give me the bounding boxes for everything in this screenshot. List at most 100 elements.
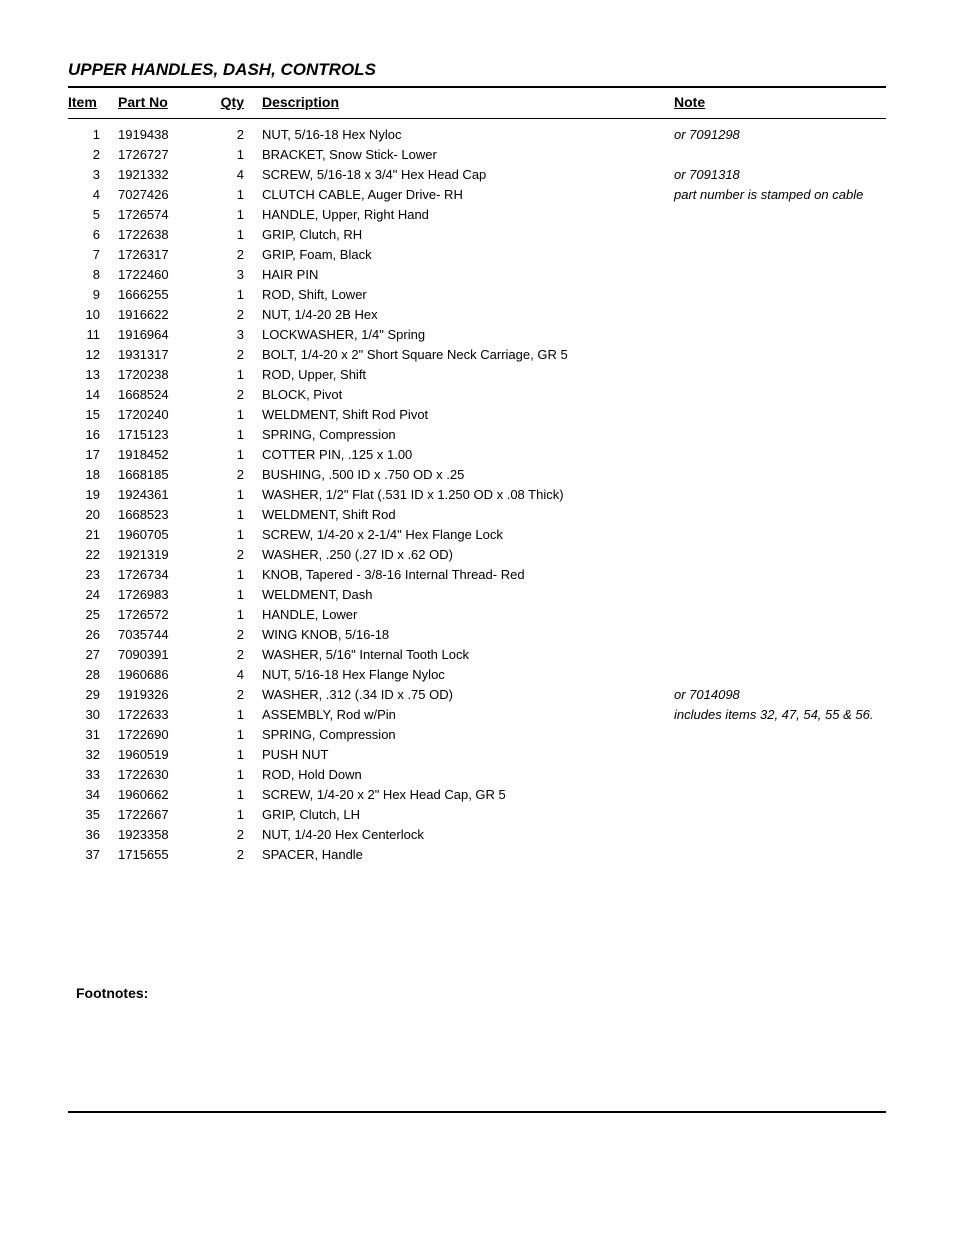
cell-note [674,385,886,405]
cell-partno: 1722460 [118,265,214,285]
cell-partno: 7027426 [118,185,214,205]
cell-description: SCREW, 5/16-18 x 3/4" Hex Head Cap [262,165,674,185]
cell-item: 4 [68,185,118,205]
cell-note [674,545,886,565]
cell-note [674,425,886,445]
cell-note [674,365,886,385]
header-description: Description [262,92,674,119]
cell-description: ROD, Shift, Lower [262,285,674,305]
cell-partno: 1726734 [118,565,214,585]
cell-item: 17 [68,445,118,465]
cell-qty: 1 [214,705,262,725]
table-row: 2670357442WING KNOB, 5/16-18 [68,625,886,645]
table-row: 1816681852BUSHING, .500 ID x .750 OD x .… [68,465,886,485]
footnotes-label: Footnotes: [76,985,886,1001]
cell-qty: 1 [214,605,262,625]
cell-note [674,145,886,165]
cell-description: ROD, Upper, Shift [262,365,674,385]
cell-partno: 1726317 [118,245,214,265]
cell-item: 2 [68,145,118,165]
cell-partno: 1715655 [118,845,214,865]
cell-qty: 1 [214,745,262,765]
cell-partno: 1919326 [118,685,214,705]
cell-qty: 4 [214,165,262,185]
cell-note [674,805,886,825]
cell-qty: 1 [214,585,262,605]
header-partno: Part No [118,92,214,119]
cell-note [674,765,886,785]
cell-partno: 1921319 [118,545,214,565]
cell-partno: 1921332 [118,165,214,185]
cell-item: 28 [68,665,118,685]
table-row: 1219313172BOLT, 1/4-20 x 2" Short Square… [68,345,886,365]
cell-note [674,285,886,305]
cell-partno: 1960705 [118,525,214,545]
cell-partno: 1960686 [118,665,214,685]
table-row: 2417269831WELDMENT, Dash [68,585,886,605]
cell-partno: 1916622 [118,305,214,325]
cell-item: 22 [68,545,118,565]
cell-qty: 3 [214,265,262,285]
cell-item: 30 [68,705,118,725]
cell-note [674,605,886,625]
cell-item: 25 [68,605,118,625]
cell-qty: 1 [214,225,262,245]
table-row: 2919193262WASHER, .312 (.34 ID x .75 OD)… [68,685,886,705]
table-row: 3317226301ROD, Hold Down [68,765,886,785]
cell-qty: 2 [214,345,262,365]
header-item: Item [68,92,118,119]
cell-note: includes items 32, 47, 54, 55 & 56. [674,705,886,725]
table-row: 2219213192WASHER, .250 (.27 ID x .62 OD) [68,545,886,565]
cell-note [674,505,886,525]
cell-description: WASHER, 5/16" Internal Tooth Lock [262,645,674,665]
cell-qty: 1 [214,765,262,785]
cell-item: 11 [68,325,118,345]
cell-partno: 1960519 [118,745,214,765]
table-row: 1517202401WELDMENT, Shift Rod Pivot [68,405,886,425]
cell-description: SPRING, Compression [262,725,674,745]
cell-item: 24 [68,585,118,605]
cell-partno: 1722638 [118,225,214,245]
cell-partno: 1668524 [118,385,214,405]
cell-partno: 1726983 [118,585,214,605]
cell-note [674,465,886,485]
table-row: 717263172GRIP, Foam, Black [68,245,886,265]
cell-description: WELDMENT, Dash [262,585,674,605]
cell-item: 26 [68,625,118,645]
cell-partno: 1726727 [118,145,214,165]
cell-qty: 1 [214,485,262,505]
cell-item: 37 [68,845,118,865]
cell-qty: 2 [214,845,262,865]
cell-description: NUT, 5/16-18 Hex Nyloc [262,125,674,145]
cell-qty: 2 [214,645,262,665]
cell-description: SPACER, Handle [262,845,674,865]
cell-qty: 1 [214,805,262,825]
header-note: Note [674,92,886,119]
parts-table: Item Part No Qty Description Note 119194… [68,92,886,865]
cell-description: NUT, 1/4-20 Hex Centerlock [262,825,674,845]
table-row: 3419606621SCREW, 1/4-20 x 2" Hex Head Ca… [68,785,886,805]
cell-qty: 1 [214,285,262,305]
cell-partno: 1919438 [118,125,214,145]
cell-description: PUSH NUT [262,745,674,765]
cell-note [674,785,886,805]
cell-qty: 1 [214,405,262,425]
cell-description: KNOB, Tapered - 3/8-16 Internal Thread- … [262,565,674,585]
cell-note [674,745,886,765]
cell-note [674,205,886,225]
cell-item: 10 [68,305,118,325]
cell-description: WELDMENT, Shift Rod Pivot [262,405,674,425]
cell-note [674,445,886,465]
cell-note: part number is stamped on cable [674,185,886,205]
cell-item: 19 [68,485,118,505]
cell-partno: 7090391 [118,645,214,665]
table-row: 3517226671GRIP, Clutch, LH [68,805,886,825]
table-row: 2770903912WASHER, 5/16" Internal Tooth L… [68,645,886,665]
cell-description: HANDLE, Upper, Right Hand [262,205,674,225]
cell-description: CLUTCH CABLE, Auger Drive- RH [262,185,674,205]
cell-note [674,825,886,845]
table-row: 2317267341KNOB, Tapered - 3/8-16 Interna… [68,565,886,585]
cell-note [674,485,886,505]
cell-item: 27 [68,645,118,665]
cell-item: 18 [68,465,118,485]
